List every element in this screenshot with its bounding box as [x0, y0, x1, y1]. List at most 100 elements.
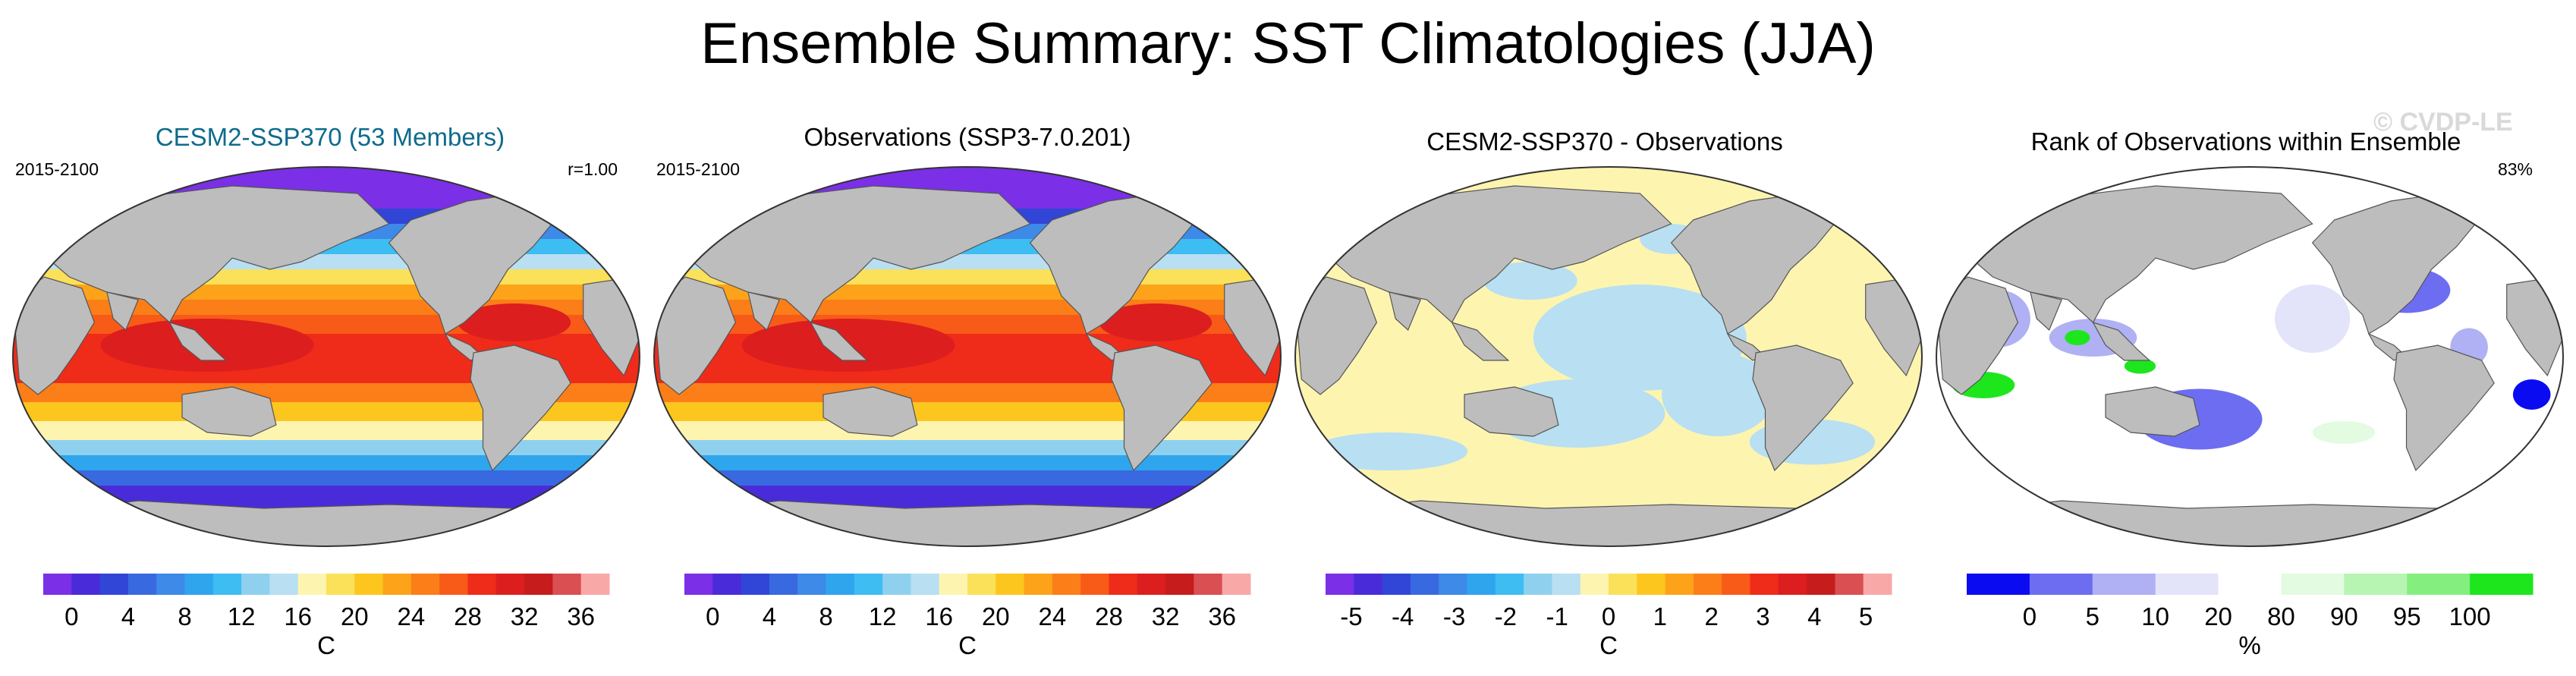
colorbar-swatch	[71, 574, 101, 595]
colorbar-swatch	[1410, 574, 1439, 595]
colorbar-swatch	[1750, 574, 1779, 595]
colorbar-swatch	[2092, 574, 2156, 595]
colorbar-swatch	[2281, 574, 2345, 595]
colorbar-swatch	[1552, 574, 1581, 595]
panel-2-title: Observations (SSP3-7.0.201)	[804, 123, 1131, 151]
colorbar-swatch	[967, 574, 996, 595]
colorbar-tick-label: 4	[1807, 602, 1821, 630]
colorbar-swatch	[1863, 574, 1892, 595]
colorbar-swatch	[882, 574, 911, 595]
colorbar-units: %	[2238, 631, 2260, 659]
land-antarctica	[1295, 500, 1922, 546]
colorbar-units: C	[317, 631, 335, 659]
land-india	[106, 291, 140, 332]
land-africaWest	[654, 276, 737, 395]
map-panel-4	[1936, 167, 2563, 546]
colorbar-swatch	[995, 574, 1025, 595]
colorbar-tick-label: 4	[763, 602, 776, 630]
figure-title: Ensemble Summary: SST Climatologies (JJA…	[700, 11, 1876, 76]
diff-region	[1662, 353, 1775, 436]
rank-region	[2275, 285, 2351, 353]
colorbar-swatch	[184, 574, 214, 595]
diff-region	[1483, 262, 1577, 300]
colorbar-swatch	[2344, 574, 2408, 595]
colorbar-swatch	[741, 574, 770, 595]
diff-region	[1310, 432, 1468, 470]
colorbar-tick-label: 95	[2393, 602, 2421, 630]
colorbar-tick-label: 36	[1208, 602, 1236, 630]
land-eurasia	[665, 185, 1031, 323]
colorbar-swatch	[712, 574, 742, 595]
colorbar-swatch	[939, 574, 968, 595]
colorbar-tick-label: 0	[1602, 602, 1615, 630]
sst-band	[13, 470, 640, 486]
land-australia	[822, 386, 918, 437]
colorbar-tick-label: 0	[706, 602, 719, 630]
colorbar-swatch	[797, 574, 826, 595]
colorbar-swatch	[2218, 574, 2282, 595]
colorbar-tick-label: 28	[1095, 602, 1123, 630]
colorbar-swatch	[1024, 574, 1053, 595]
colorbar-swatch	[212, 574, 242, 595]
colorbar-swatch	[495, 574, 525, 595]
land-seAsia	[168, 321, 228, 361]
colorbar-swatch	[1109, 574, 1138, 595]
colorbar-tick-label: 36	[567, 602, 595, 630]
colorbar-tick-label: -4	[1392, 602, 1414, 630]
colorbar-swatch	[826, 574, 855, 595]
land-southAmerica	[470, 344, 571, 472]
colorbar-swatch	[2155, 574, 2219, 595]
land-southAmerica	[1111, 344, 1213, 472]
colorbar-swatch	[439, 574, 468, 595]
colorbar-swatch	[1778, 574, 1807, 595]
colorbar-tick-label: 20	[2204, 602, 2232, 630]
colorbar-swatch	[1807, 574, 1835, 595]
colorbar-tick-label: 24	[1039, 602, 1067, 630]
colorbar-swatch	[43, 574, 72, 595]
panel-4-percentage: 83%	[2497, 159, 2533, 179]
colorbar-units: C	[1599, 631, 1618, 659]
colorbar-panel-4: 0 5 10 20 80 90 95 100%	[1967, 574, 2534, 659]
colorbar-swatch	[684, 574, 713, 595]
colorbar-tick-label: 12	[869, 602, 897, 630]
land-africaWest	[1295, 276, 1378, 395]
colorbar-swatch	[382, 574, 412, 595]
colorbar-swatch	[354, 574, 384, 595]
colorbar-units: C	[958, 631, 977, 659]
colorbar-tick-label: 0	[2023, 602, 2037, 630]
colorbar-swatch	[854, 574, 883, 595]
colorbar-tick-label: 32	[511, 602, 539, 630]
colorbar-tick-label: 0	[64, 602, 78, 630]
land-australia	[1464, 386, 1559, 437]
colorbar-tick-label: 90	[2330, 602, 2358, 630]
colorbar-tick-label: 4	[121, 602, 135, 630]
sst-band	[13, 486, 640, 509]
colorbar-swatch	[1326, 574, 1354, 595]
rank-region	[2312, 421, 2376, 444]
colorbar-panel-2: 0 4 8 12 16 20 24 28 32 36 C	[684, 574, 1251, 659]
colorbar-swatch	[156, 574, 185, 595]
land-africaWest	[13, 276, 96, 395]
sst-band	[654, 455, 1281, 471]
colorbar-tick-label: -5	[1340, 602, 1362, 630]
colorbar-tick-label: 10	[2141, 602, 2169, 630]
land-southAmerica	[1752, 344, 1854, 472]
land-southAmerica	[2393, 344, 2495, 472]
colorbar-tick-label: 32	[1152, 602, 1180, 630]
rank-region	[2512, 379, 2551, 410]
land-seAsia	[810, 321, 869, 361]
colorbar-swatch	[769, 574, 798, 595]
colorbar-swatch	[1835, 574, 1864, 595]
sst-band	[654, 486, 1281, 509]
map-frame	[1294, 166, 1923, 547]
colorbar-swatch	[1137, 574, 1166, 595]
land-seAsia	[1451, 321, 1510, 361]
colorbar-swatch	[1609, 574, 1637, 595]
colorbar-swatch	[1637, 574, 1666, 595]
colorbar-swatch	[2029, 574, 2093, 595]
colorbar-tick-label: 20	[982, 602, 1010, 630]
rank-region	[2124, 358, 2156, 374]
colorbar-swatch	[1439, 574, 1467, 595]
panel-4-title: Rank of Observations within Ensemble	[2030, 127, 2461, 156]
colorbar-swatch	[99, 574, 129, 595]
